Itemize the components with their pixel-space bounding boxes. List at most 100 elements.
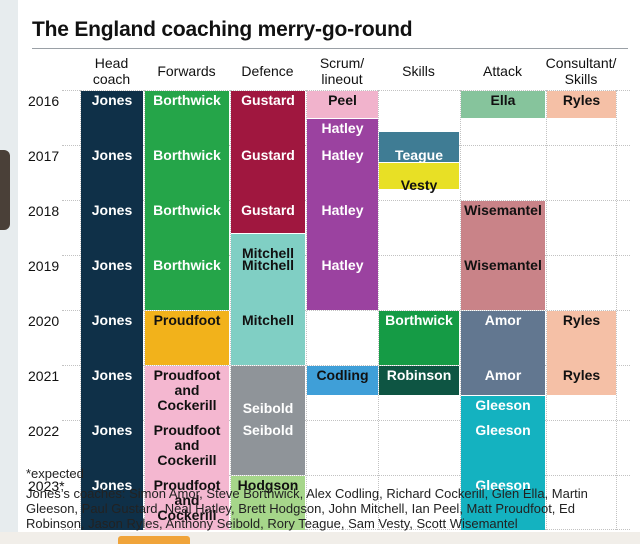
coach-name-label: Borthwick <box>147 93 227 108</box>
coach-name-label: Seibold <box>233 401 303 416</box>
coach-name-label: Gleeson <box>463 423 543 438</box>
coach-name-label: Hatley <box>309 119 376 136</box>
coach-name-label: Ryles <box>549 313 614 328</box>
coach-name-line: Borthwick <box>153 92 221 108</box>
coach-name-label: Ryles <box>549 93 614 108</box>
coach-block-consultant-skills-ryles: Ryles <box>547 91 616 118</box>
coach-name-line: Ryles <box>562 92 601 108</box>
coach-name-label: Gleeson <box>463 398 543 413</box>
coach-name-line: Jones <box>91 367 133 383</box>
coach-block-scrum-lineout-peel: Peel <box>307 91 378 118</box>
coach-name-label: Wisemantel <box>463 203 543 218</box>
coach-name-line: Jones <box>91 257 133 273</box>
coach-name-line: Hatley <box>321 257 364 273</box>
coach-block-forwards-borthwick: Borthwick Borthwick Borthwick Borthwick <box>145 91 229 310</box>
coach-name-label: Amor <box>463 313 543 328</box>
year-label-2022: 2022 <box>28 423 60 439</box>
coach-name-label: Hatley <box>309 148 376 163</box>
coach-name-label: Hodgson <box>233 478 303 493</box>
grid-row-line <box>62 475 630 476</box>
coach-name-line: Gustard <box>241 202 295 218</box>
coach-name-label: Jones <box>83 478 141 493</box>
chart-title: The England coaching merry-go-round <box>32 18 413 41</box>
coach-name-label: Hatley <box>309 203 376 218</box>
coach-name-line: and <box>174 437 200 453</box>
coach-name-label: Jones <box>83 93 141 108</box>
column-header-line: Scrum/ <box>319 55 365 71</box>
coach-name-label: Mitchell <box>233 245 303 261</box>
coach-name-label: Hatley <box>309 258 376 273</box>
grid-column-line <box>546 90 547 530</box>
coach-name-line: Borthwick <box>153 147 221 163</box>
coach-name-line: Proudfoot <box>153 477 221 493</box>
grid-column-line <box>306 90 307 530</box>
background-photo-shape <box>0 150 10 230</box>
column-header-line: Skills <box>402 63 435 79</box>
coaches-list-line-3: Robinson, Jason Ryles, Anthony Seibold, … <box>26 516 518 531</box>
coach-name-line: Jones <box>91 202 133 218</box>
coach-name-label: Teague <box>381 148 457 163</box>
coach-name-label: Ryles <box>549 368 614 383</box>
coach-name-line: Mitchell <box>241 257 295 273</box>
coach-name-label: Borthwick <box>147 258 227 273</box>
coach-block-skills-borthwick: Borthwick <box>379 311 459 365</box>
coach-name-line: Hatley <box>321 119 364 136</box>
coach-block-forwards-proudfoot: Proudfoot <box>145 311 229 365</box>
coach-name-line: Vesty <box>400 177 438 194</box>
coach-block-attack-gleeson: Gleeson Gleeson Gleeson <box>461 396 545 530</box>
grid-column-line <box>144 90 145 530</box>
background-photo-accent <box>118 536 190 544</box>
column-header-skills: Skills <box>368 63 469 79</box>
coach-name-label: Robinson <box>381 368 457 383</box>
coach-name-line: Mitchell <box>241 312 295 328</box>
coach-name-line: Proudfoot <box>153 422 221 438</box>
coach-name-label: Proudfoot and Cockerill <box>147 368 227 413</box>
coach-name-line: Gustard <box>241 147 295 163</box>
grid-column-line <box>460 90 461 530</box>
coach-name-line: Amor <box>484 367 522 383</box>
column-header-line: Head <box>94 55 129 71</box>
coach-name-label: Mitchell <box>233 313 303 328</box>
coach-name-line: Cockerill <box>157 452 217 468</box>
coach-name-line: Amor <box>484 312 522 328</box>
coach-name-line: Gleeson <box>475 477 531 493</box>
coach-block-attack-amor: Amor Amor <box>461 311 545 396</box>
grid-column-line <box>616 90 617 530</box>
coach-block-forwards-proudfoot-and-cockerill: Proudfoot and Cockerill Proudfoot and Cockeri… <box>145 366 229 530</box>
coach-name-label: Gustard <box>233 148 303 163</box>
coach-name-line: Wisemantel <box>464 257 542 273</box>
coach-name-line: Jones <box>91 422 133 438</box>
coach-name-line: Jones <box>91 92 133 108</box>
coach-name-line: Proudfoot <box>153 312 221 328</box>
chart-panel: The England coaching merry-go-round Head… <box>18 10 632 532</box>
column-header-line: Defence <box>241 63 294 79</box>
coach-name-line: Seibold <box>242 400 294 416</box>
coach-block-scrum-lineout-codling: Codling <box>307 366 378 396</box>
coach-name-label: Borthwick <box>147 148 227 163</box>
coach-block-skills-robinson: Robinson <box>379 366 459 396</box>
coaches-list-line-1: Jones’s coaches: Simon Amor, Steve Borth… <box>26 486 588 501</box>
coach-name-label: Gleeson <box>463 478 543 493</box>
coach-name-label: Gustard <box>233 203 303 218</box>
background-photo-edge <box>0 0 18 544</box>
coach-name-line: Hatley <box>321 202 364 218</box>
coach-name-label: Jones <box>83 148 141 163</box>
coach-name-line: and <box>174 382 200 398</box>
grid-row-line <box>62 310 630 311</box>
coach-name-line: Ryles <box>562 367 601 383</box>
coach-block-defence-hodgson: Hodgson <box>231 476 305 530</box>
coach-name-line: Jones <box>91 312 133 328</box>
coach-block-skills-vesty: Vesty <box>379 162 459 194</box>
year-label-2019: 2019 <box>28 258 60 274</box>
coach-name-line: and <box>174 492 200 508</box>
coach-name-label: Peel <box>309 93 376 108</box>
grid-row-line <box>62 365 630 366</box>
coach-block-attack-wisemantel: Wisemantel Wisemantel <box>461 201 545 310</box>
column-header-line: Consultant/ <box>545 55 617 71</box>
coach-name-line: Wisemantel <box>464 202 542 218</box>
coach-name-label: Jones <box>83 368 141 383</box>
column-header-attack: Attack <box>450 63 555 79</box>
coach-block-attack-ella: Ella <box>461 91 545 118</box>
coach-name-line: Jones <box>91 147 133 163</box>
coach-name-label: Wisemantel <box>463 258 543 273</box>
